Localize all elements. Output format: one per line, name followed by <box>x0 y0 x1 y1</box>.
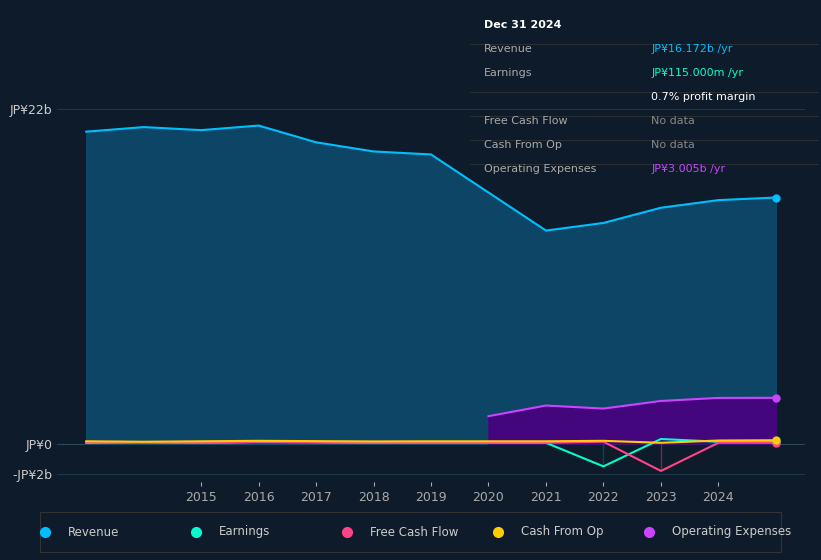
Text: Free Cash Flow: Free Cash Flow <box>369 525 458 539</box>
Text: Revenue: Revenue <box>484 44 532 54</box>
Text: Revenue: Revenue <box>67 525 119 539</box>
Text: 0.7% profit margin: 0.7% profit margin <box>651 92 755 102</box>
Text: Earnings: Earnings <box>218 525 270 539</box>
Text: Cash From Op: Cash From Op <box>484 140 562 150</box>
Text: JP¥16.172b /yr: JP¥16.172b /yr <box>651 44 732 54</box>
Text: Earnings: Earnings <box>484 68 532 78</box>
Text: Dec 31 2024: Dec 31 2024 <box>484 20 561 30</box>
Text: No data: No data <box>651 140 695 150</box>
Text: JP¥3.005b /yr: JP¥3.005b /yr <box>651 164 725 174</box>
Text: Free Cash Flow: Free Cash Flow <box>484 116 567 126</box>
Text: Cash From Op: Cash From Op <box>521 525 603 539</box>
Text: JP¥115.000m /yr: JP¥115.000m /yr <box>651 68 743 78</box>
Text: No data: No data <box>651 116 695 126</box>
Text: Operating Expenses: Operating Expenses <box>672 525 791 539</box>
Text: Operating Expenses: Operating Expenses <box>484 164 596 174</box>
